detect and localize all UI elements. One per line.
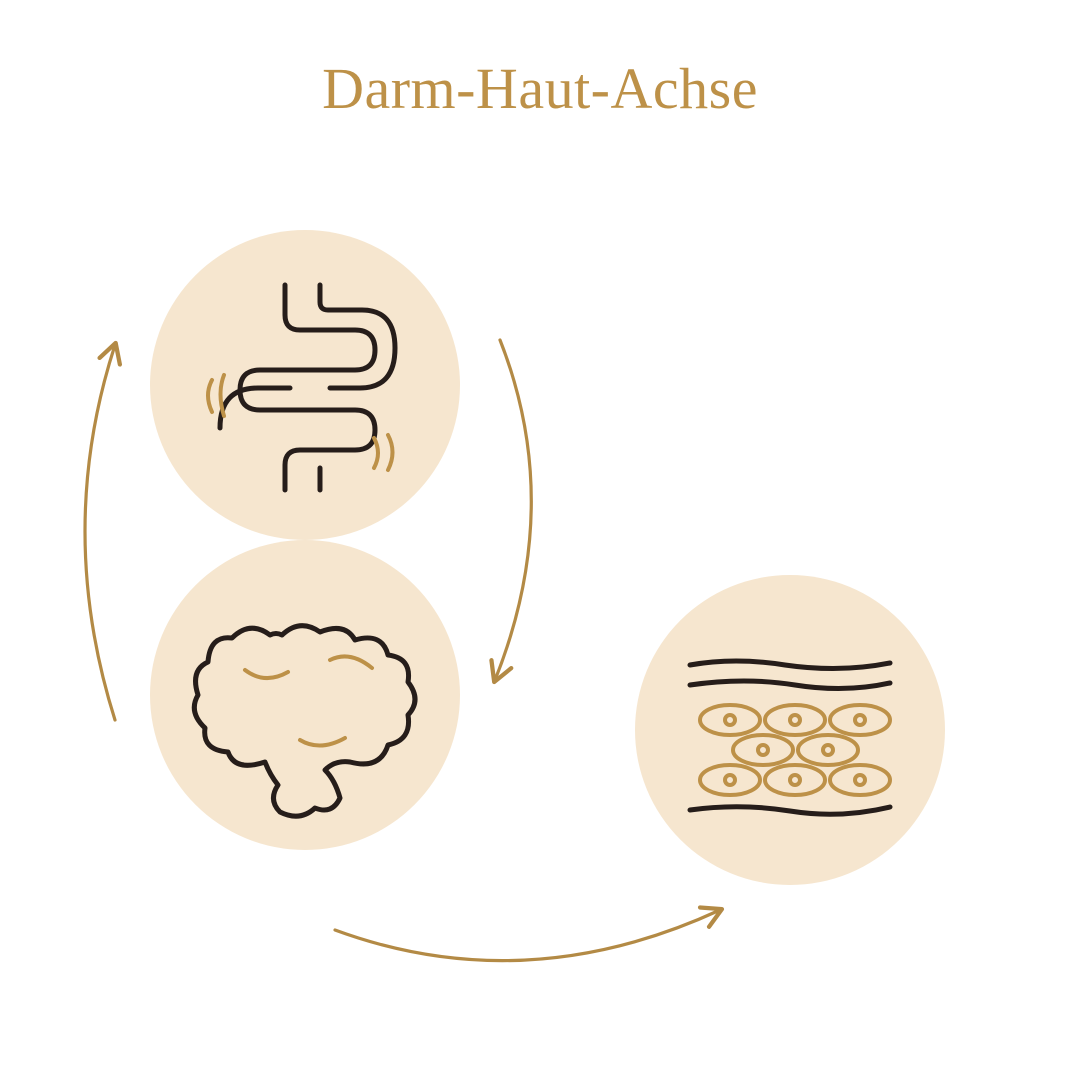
diagram-stage: Darm-Haut-Achse (0, 0, 1080, 1080)
skin-cells-icon (635, 575, 945, 885)
arrow-brain-to-gut (85, 345, 115, 720)
arrow-brain-to-skin (335, 910, 720, 961)
intestine-icon (150, 230, 460, 540)
brain-icon (150, 540, 460, 850)
node-gut (150, 230, 460, 540)
page-title: Darm-Haut-Achse (0, 55, 1080, 122)
node-brain (150, 540, 460, 850)
node-skin (635, 575, 945, 885)
arrow-gut-to-brain (495, 340, 531, 680)
